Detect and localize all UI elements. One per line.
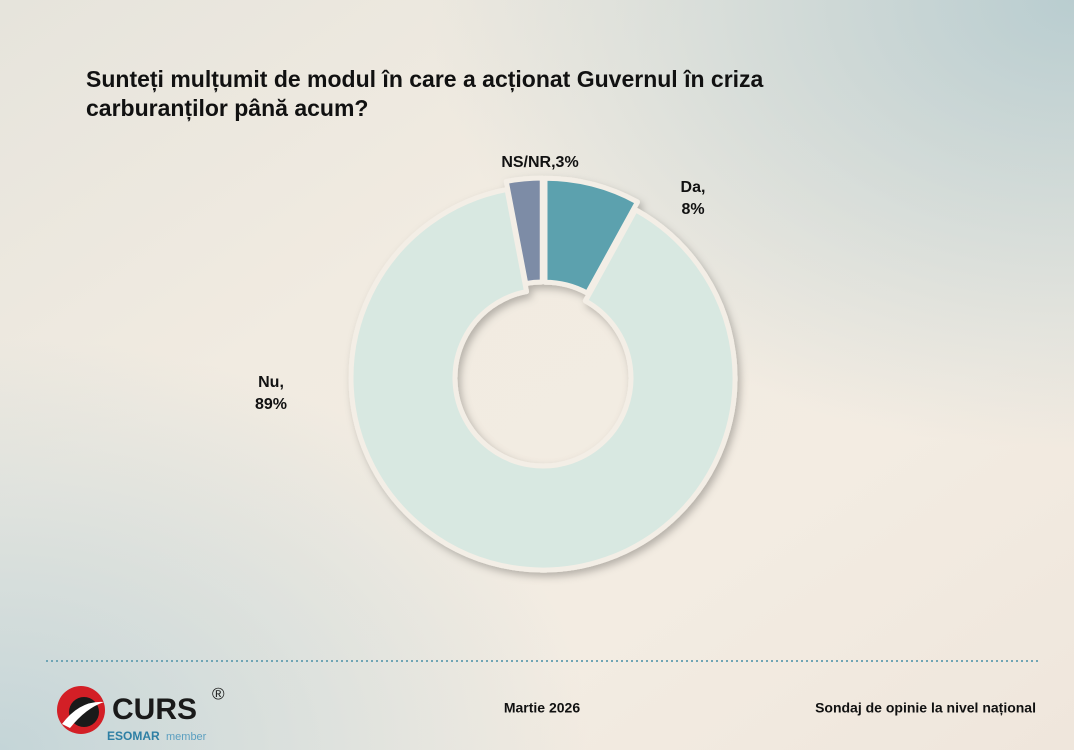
note: Sondaj de opinie la nivel național (815, 700, 1036, 716)
data-label: 8% (681, 201, 704, 218)
data-label: NS/NR,3% (501, 154, 578, 171)
title: Sunteți mulțumit de modul în care a acți… (86, 66, 764, 93)
slice (542, 175, 640, 296)
data-label: Da, (681, 179, 706, 196)
logo-registered: ® (212, 684, 225, 703)
logo-swoosh (62, 701, 104, 728)
logo: CURS ® ESOMAR member (57, 684, 225, 743)
title: carburanților până acum? (86, 95, 368, 122)
esomar: ESOMAR (107, 729, 160, 743)
slice (348, 186, 738, 573)
donut (348, 175, 738, 573)
esomar-member: member (166, 731, 207, 743)
labels: Da, 8% Nu, 89% NS/NR,3% (255, 154, 705, 413)
logo-text: CURS (112, 693, 197, 726)
date: Martie 2026 (504, 700, 580, 716)
slice (503, 175, 545, 287)
data-label: 89% (255, 396, 287, 413)
data-label: Nu, (258, 374, 284, 391)
